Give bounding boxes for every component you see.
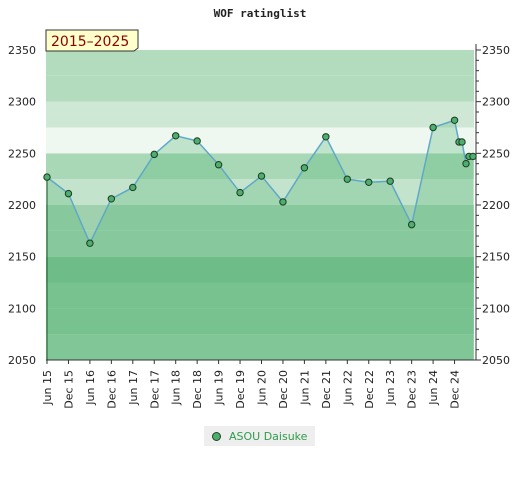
data-point xyxy=(429,123,437,132)
band-2175 xyxy=(46,205,474,231)
x-tick-label: Jun 21 xyxy=(298,370,311,406)
data-point xyxy=(150,150,158,159)
data-point xyxy=(300,164,309,172)
period-badge-box xyxy=(45,29,139,52)
y-tick-label-left: 2150 xyxy=(8,251,36,264)
data-point xyxy=(386,177,394,185)
y-tick-label-left: 2050 xyxy=(8,354,36,367)
band-2100 xyxy=(46,282,474,309)
band-2075 xyxy=(46,308,474,335)
band-2150 xyxy=(46,230,474,257)
y-tick-label-right: 2150 xyxy=(482,251,510,264)
band-2275 xyxy=(46,101,474,128)
y-tick-label-right: 2100 xyxy=(482,302,510,315)
x-tick-label: Jun 23 xyxy=(384,370,397,406)
x-tick-label: Dec 20 xyxy=(277,370,290,409)
data-point xyxy=(279,198,287,206)
x-tick-label: Dec 17 xyxy=(148,370,161,409)
y-tick-label-right: 2050 xyxy=(482,354,510,367)
y-tick-label-left: 2200 xyxy=(8,199,36,212)
band-2325 xyxy=(46,50,474,76)
chart-title: WOF ratinglist xyxy=(214,7,307,20)
x-tick-label: Jun 17 xyxy=(127,370,140,406)
y-tick-label-right: 2250 xyxy=(482,147,510,160)
area-layer xyxy=(47,120,473,361)
data-point xyxy=(107,195,116,203)
legend-label: ASOU Daisuke xyxy=(229,429,308,443)
data-point xyxy=(458,138,466,146)
x-tick-label: Jun 16 xyxy=(84,370,97,406)
legend-marker-icon xyxy=(212,431,221,441)
points-layer xyxy=(43,116,477,247)
y-tick-label-left: 2300 xyxy=(8,96,36,109)
band-2125 xyxy=(46,256,474,283)
x-tick-label: Jun 24 xyxy=(427,370,440,406)
x-tick-label: Dec 22 xyxy=(363,370,376,409)
x-tick-label: Dec 16 xyxy=(105,370,118,409)
y-tick-label-right: 2350 xyxy=(482,44,510,57)
data-point xyxy=(129,183,137,192)
x-tick-label: Dec 18 xyxy=(191,370,204,409)
x-tick-label: Jun 20 xyxy=(256,370,269,406)
band-2200 xyxy=(46,179,474,205)
y-tick-label-left: 2250 xyxy=(8,147,36,160)
x-tick-label: Dec 21 xyxy=(320,370,333,409)
data-point xyxy=(43,173,51,181)
data-point xyxy=(322,133,330,141)
band-2050 xyxy=(46,334,474,360)
data-point xyxy=(64,189,73,198)
period-label: 2015–2025 xyxy=(51,34,129,50)
x-tick-label: Jun 18 xyxy=(170,370,183,406)
period-badge: 2015–2025 xyxy=(45,29,139,52)
band-2300 xyxy=(46,75,474,102)
x-tick-label: Jun 22 xyxy=(341,370,354,406)
data-point xyxy=(172,132,180,140)
x-tick-label: Jun 15 xyxy=(41,370,54,406)
y-tick-label-right: 2300 xyxy=(482,96,510,109)
x-tick-label: Dec 23 xyxy=(406,370,419,409)
x-tick-label: Jun 19 xyxy=(213,370,226,406)
band-2250 xyxy=(46,127,474,154)
x-tick-label: Dec 19 xyxy=(234,370,247,409)
axes: 2050 2050 2100 2100 2150 2150 2200 2200 2250 2250… xyxy=(8,44,510,409)
y-tick-label-left: 2100 xyxy=(8,302,36,315)
y-tick-label-right: 2200 xyxy=(482,199,510,212)
data-point xyxy=(214,161,223,169)
data-point xyxy=(365,178,373,186)
data-point xyxy=(450,116,459,124)
legend: ASOU Daisuke xyxy=(204,426,316,446)
x-tick-label: Dec 24 xyxy=(449,370,462,409)
data-point xyxy=(469,152,477,161)
data-point xyxy=(343,175,351,183)
data-point xyxy=(257,172,266,180)
data-point xyxy=(407,220,416,229)
x-tick-label: Dec 15 xyxy=(62,370,75,409)
y-tick-label-left: 2350 xyxy=(8,44,36,57)
data-point xyxy=(462,159,470,168)
data-point xyxy=(86,239,94,247)
data-point xyxy=(193,137,201,145)
series-area xyxy=(47,120,473,361)
data-point xyxy=(236,188,244,197)
